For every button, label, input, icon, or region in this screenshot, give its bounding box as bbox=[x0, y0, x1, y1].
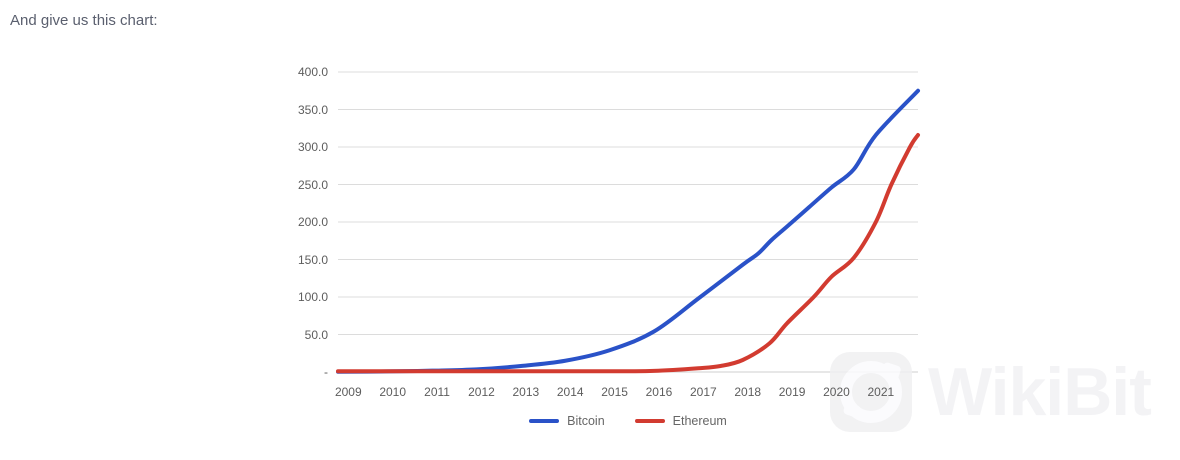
wikibit-watermark-text: WikiBit bbox=[928, 354, 1152, 430]
page-title: And give us this chart: bbox=[10, 12, 158, 29]
legend-label: Bitcoin bbox=[567, 414, 605, 428]
legend-swatch-ethereum bbox=[634, 419, 665, 423]
legend-item-ethereum: Ethereum bbox=[634, 413, 727, 429]
legend-item-bitcoin: Bitcoin bbox=[529, 413, 605, 429]
legend-label: Ethereum bbox=[672, 414, 727, 428]
ethereum-series-line bbox=[336, 133, 920, 374]
chart-legend: Bitcoin Ethereum bbox=[338, 413, 918, 429]
bitcoin-series-line bbox=[336, 88, 920, 374]
wikibit-watermark: WikiBit bbox=[830, 352, 1152, 432]
wikibit-logo-icon bbox=[830, 352, 912, 432]
legend-swatch-bitcoin bbox=[529, 419, 560, 423]
